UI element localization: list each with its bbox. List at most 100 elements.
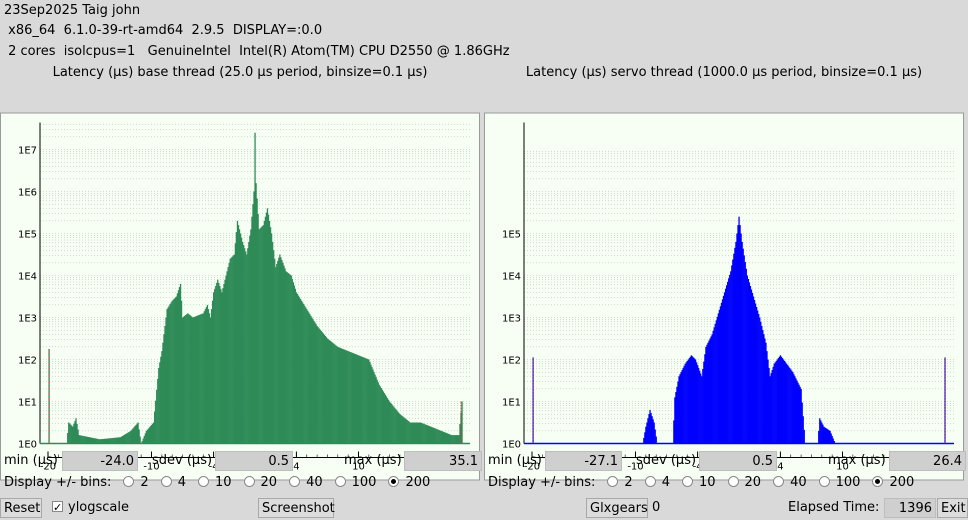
base-bins-radio-2[interactable] [123,476,135,487]
base-bar [110,438,112,444]
base-bar [176,293,179,444]
base-bar [356,354,359,444]
base-bar [327,339,330,444]
base-bar [303,304,305,444]
servo-ytick-1E2: 1E2 [502,356,521,367]
servo-bar [680,372,682,444]
base-bins-radio-4[interactable] [160,476,172,487]
base-bar [409,422,411,444]
base-bar [109,438,111,444]
servo-bar [716,316,718,444]
base-bar [397,411,399,444]
base-bar [383,393,386,444]
servo-bar [649,409,651,444]
base-bins-radio-100[interactable] [334,476,346,487]
servo-bins-option-100[interactable]: 100 [835,475,861,490]
servo-bar [682,367,684,444]
reset-button[interactable]: Reset [0,498,42,518]
base-bar [456,435,458,444]
servo-bar [773,363,775,444]
screenshot-button[interactable]: Screenshot [258,498,335,518]
base-bins-radio-40[interactable] [289,476,301,487]
servo-bar [759,317,761,444]
base-bins-option-2[interactable]: 2 [140,475,149,490]
base-bins-option-100[interactable]: 100 [351,475,377,490]
base-bins-option-40[interactable]: 40 [306,475,323,490]
base-bar [364,357,366,444]
base-bins-option-4[interactable]: 4 [177,475,186,490]
base-bar [349,351,351,444]
servo-bar [776,359,778,444]
base-bar [117,437,120,444]
servo-bins-option-40[interactable]: 40 [790,475,807,490]
servo-bar [820,420,822,444]
ylogscale-label: ylogscale [68,500,130,515]
servo-bar [768,367,770,444]
servo-bar [684,363,686,444]
base-bins-radio-200[interactable] [388,476,400,487]
base-bar [382,391,385,444]
servo-bar [685,362,687,444]
servo-bins-radio-200[interactable] [872,476,884,487]
base-bar [373,372,375,444]
base-bins-option-200[interactable]: 200 [405,475,431,490]
base-min-label: min (µs) [4,453,58,468]
base-bins-option-20[interactable]: 20 [260,475,278,490]
base-bar [406,419,408,444]
servo-bar [695,362,698,444]
glxgears-count: 0 [652,500,661,515]
base-bar [454,435,456,444]
base-bar [235,232,238,444]
base-bar [126,433,128,444]
base-bar [130,430,132,444]
base-max-value: 35.1 [404,451,482,471]
base-bar [75,418,77,444]
base-bar [284,268,286,444]
servo-bins-radio-20[interactable] [727,476,739,487]
servo-bar [703,361,705,444]
servo-thread-panel: Latency (µs) servo thread (1000.0 µs per… [484,63,964,496]
base-bar [141,440,143,444]
base-bar [285,271,287,444]
base-bar [207,309,210,444]
base-bar [273,250,275,444]
base-bar [326,338,329,444]
base-bar [81,435,83,444]
servo-bins-radio-4[interactable] [644,476,656,487]
base-bar [414,422,417,444]
base-bar [251,216,253,444]
base-bar [296,293,299,444]
base-bar [405,419,407,444]
base-bar [215,286,217,444]
servo-bins-option-20[interactable]: 20 [744,475,762,490]
base-bins-option-10[interactable]: 10 [214,475,232,490]
servo-bins-radio-10[interactable] [681,476,693,487]
exit-button[interactable]: Exit [937,498,968,518]
base-bar [93,438,96,444]
servo-bins-option-200[interactable]: 200 [889,475,915,490]
base-bar [190,315,192,444]
base-bar [420,422,422,444]
ylogscale-toggle[interactable]: ylogscale [52,498,129,518]
servo-bins-option-4[interactable]: 4 [661,475,670,490]
servo-bins-option-2[interactable]: 2 [624,475,633,490]
base-bins-radio-10[interactable] [197,476,209,487]
servo-bins-option-10[interactable]: 10 [698,475,716,490]
glxgears-button[interactable]: Glxgears [586,498,648,518]
base-bins-radio-20[interactable] [243,476,255,487]
base-bar [328,340,331,444]
ylogscale-checkbox[interactable] [52,498,63,518]
base-bar [256,198,258,444]
base-bar [224,279,226,444]
servo-bar [697,365,699,444]
servo-bins-radio-100[interactable] [818,476,830,487]
base-bar [337,346,339,444]
base-ytick-1E3: 1E3 [18,314,37,325]
servo-bar [788,366,790,444]
servo-bar [739,225,741,444]
servo-bins-radio-2[interactable] [607,476,619,487]
base-bar [259,228,261,444]
servo-bins-radio-40[interactable] [773,476,785,487]
base-ytick-1E0: 1E0 [18,440,37,451]
servo-bar [770,373,772,444]
